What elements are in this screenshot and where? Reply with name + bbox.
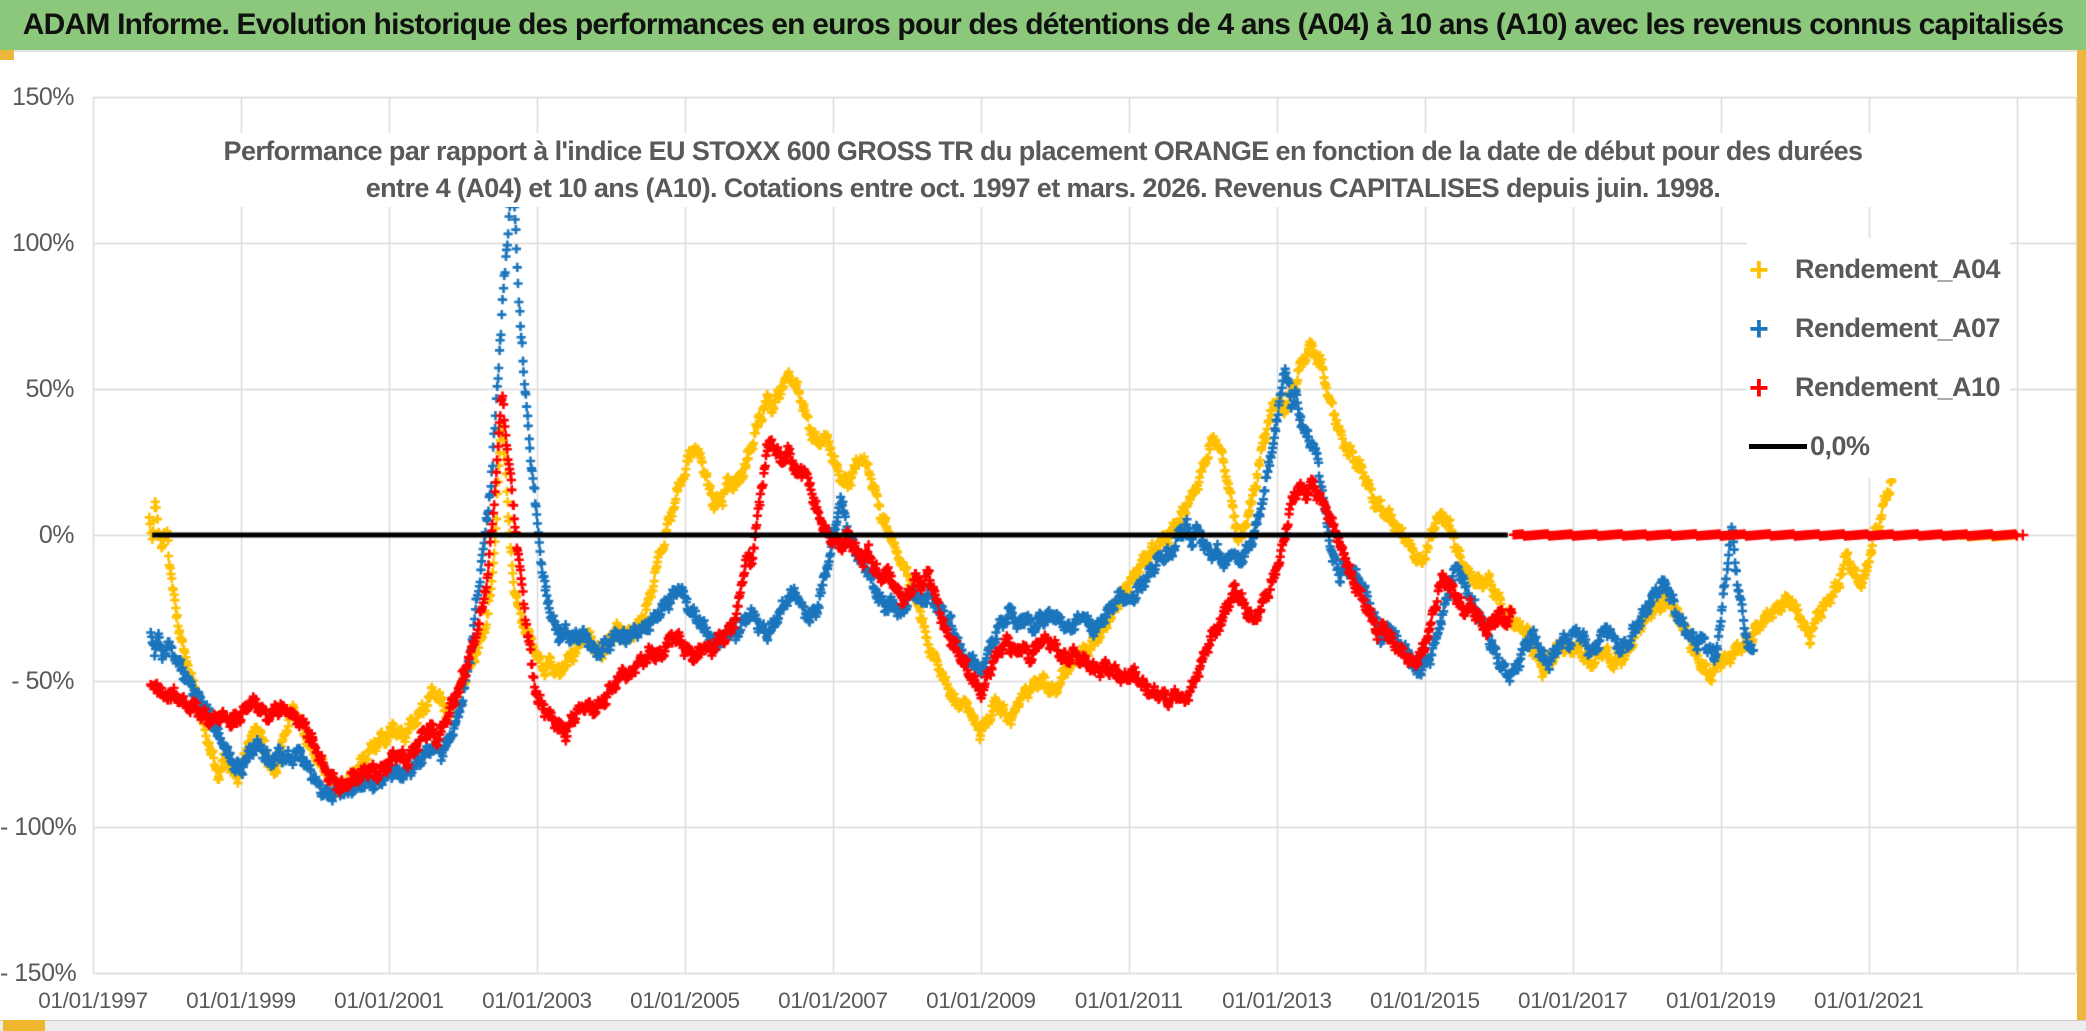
- y-tick-label: 100%: [12, 229, 74, 257]
- y-tick-label: 50%: [25, 375, 74, 403]
- plus-marker-gold-icon: +: [1749, 250, 1769, 289]
- legend-label: Rendement_A10: [1795, 372, 2001, 402]
- legend-label: Rendement_A04: [1795, 254, 2001, 284]
- x-tick-label: 01/01/2011: [1074, 988, 1183, 1013]
- legend-item-rendement-a07[interactable]: + Rendement_A07: [1749, 299, 2001, 358]
- legend-item-rendement-a04[interactable]: + Rendement_A04: [1749, 240, 2001, 299]
- legend-item-rendement-a10[interactable]: + Rendement_A10: [1749, 358, 2001, 417]
- legend-item-zero-line[interactable]: 0,0%: [1749, 417, 2000, 476]
- bottom-left-gold-corner: [3, 1020, 45, 1031]
- legend-label: 0,0%: [1810, 431, 1870, 461]
- y-tick-label: - 50%: [11, 667, 74, 695]
- line-swatch-icon: [1749, 444, 1807, 449]
- plot-canvas[interactable]: [0, 52, 2086, 1031]
- bottom-strip: [0, 1020, 2086, 1031]
- x-tick-label: 01/01/2021: [1814, 988, 1924, 1013]
- plus-marker-red-icon: +: [1749, 368, 1769, 407]
- x-tick-label: 01/01/1997: [38, 988, 148, 1013]
- y-tick-label: 0%: [38, 521, 75, 549]
- top-left-gold-corner: [0, 50, 14, 60]
- y-axis: 150% 100% 50% 0% - 50% - 100% - 150%: [0, 52, 80, 1031]
- legend: + Rendement_A04 + Rendement_A07 + Rendem…: [1747, 238, 2011, 478]
- x-tick-label: 01/01/2001: [334, 988, 444, 1013]
- y-tick-label: 150%: [12, 83, 74, 111]
- x-tick-label: 01/01/2005: [630, 988, 740, 1013]
- chart-title: Performance par rapport à l'indice EU ST…: [205, 133, 1881, 207]
- x-tick-label: 01/01/2013: [1222, 988, 1332, 1013]
- y-tick-label: - 100%: [0, 813, 77, 841]
- legend-label: Rendement_A07: [1795, 313, 2001, 343]
- x-tick-label: 01/01/2009: [926, 988, 1036, 1013]
- page-title: ADAM Informe. Evolution historique des p…: [0, 0, 2086, 52]
- chart-title-line1: Performance par rapport à l'indice EU ST…: [223, 136, 1863, 166]
- chart-title-line2: entre 4 (A04) et 10 ans (A10). Cotations…: [365, 173, 1721, 203]
- x-tick-label: 01/01/2017: [1518, 988, 1628, 1013]
- x-tick-label: 01/01/2003: [482, 988, 592, 1013]
- x-axis: 01/01/1997 01/01/1999 01/01/2001 01/01/2003…: [0, 52, 2086, 1031]
- x-tick-label: 01/01/2007: [778, 988, 888, 1013]
- x-tick-label: 01/01/2015: [1370, 988, 1480, 1013]
- x-tick-label: 01/01/1999: [186, 988, 296, 1013]
- y-tick-label: - 150%: [0, 959, 77, 987]
- right-gold-edge: [2077, 50, 2086, 1031]
- plus-marker-blue-icon: +: [1749, 309, 1769, 348]
- x-tick-label: 01/01/2019: [1666, 988, 1776, 1013]
